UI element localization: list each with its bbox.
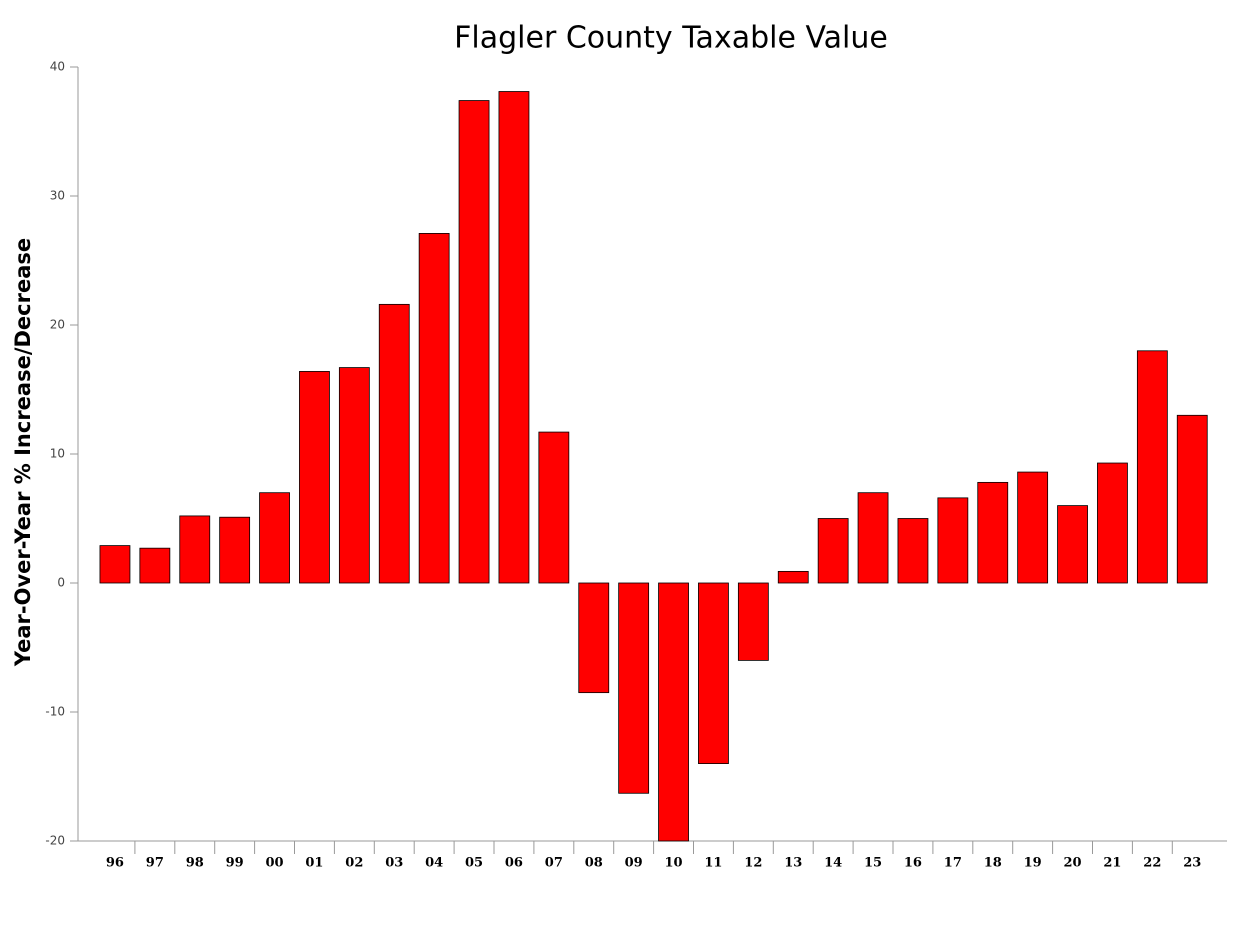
bar [378,303,410,584]
bar [977,481,1009,584]
bar [99,545,131,584]
x-tick-label: 16 [904,856,922,871]
x-tick-label: 20 [1064,856,1082,871]
bar [1136,350,1168,584]
x-tick-label: 01 [305,856,323,871]
y-tick-label: 10 [50,447,65,461]
x-tick-label: 98 [186,856,204,871]
y-tick-label: -10 [45,705,65,719]
x-tick-label: 03 [385,856,403,871]
x-tick-label: 14 [824,856,842,871]
x-tick-label: 13 [784,856,802,871]
y-tick-label: 30 [50,189,65,203]
bar [1017,471,1049,584]
bar [219,516,251,584]
x-tick-label: 06 [505,856,523,871]
bar [458,100,490,584]
x-tick-label: 08 [585,856,603,871]
bar [259,492,290,584]
x-tick-label: 22 [1143,856,1161,871]
chart-title: Flagler County Taxable Value [454,21,888,56]
bar [179,515,211,584]
x-tick-label: 05 [465,856,483,871]
x-tick-label: 96 [106,856,124,871]
x-tick-label: 17 [944,856,962,871]
bar [139,547,171,584]
bar [338,367,370,584]
bar [538,431,570,584]
x-tick-label: 97 [146,856,164,871]
bar [857,492,889,584]
bar [897,518,929,584]
x-tick-label: 11 [704,856,722,871]
x-tick-label: 10 [665,856,683,871]
bar [1097,462,1128,584]
x-tick-label: 99 [226,856,244,871]
bar [299,371,330,584]
y-axis-label: Year-Over-Year % Increase/Decrease [11,238,35,667]
bar [1176,414,1208,584]
x-tick-label: 07 [545,856,563,871]
y-tick-label: -20 [45,834,65,848]
x-tick-label: 19 [1024,856,1042,871]
x-tick-label: 18 [984,856,1002,871]
bar [937,497,969,584]
bar [618,582,650,794]
x-tick-label: 12 [744,856,762,871]
y-tick-label: 20 [50,318,65,332]
bar [658,582,689,842]
x-tick-label: 02 [345,856,363,871]
x-tick-label: 15 [864,856,882,871]
x-tick-label: 09 [625,856,643,871]
y-tick-label: 0 [57,576,65,590]
bar [737,582,769,661]
bar [578,582,610,694]
bar [498,91,530,584]
bar [777,570,809,584]
x-tick-label: 00 [266,856,284,871]
bar [817,518,849,584]
x-tick-label: 21 [1103,856,1121,871]
y-tick-label: 40 [50,60,65,74]
bar [1057,505,1088,584]
x-tick-label: 23 [1183,856,1201,871]
bar [698,582,729,765]
bar [418,233,450,584]
x-tick-label: 04 [425,856,443,871]
